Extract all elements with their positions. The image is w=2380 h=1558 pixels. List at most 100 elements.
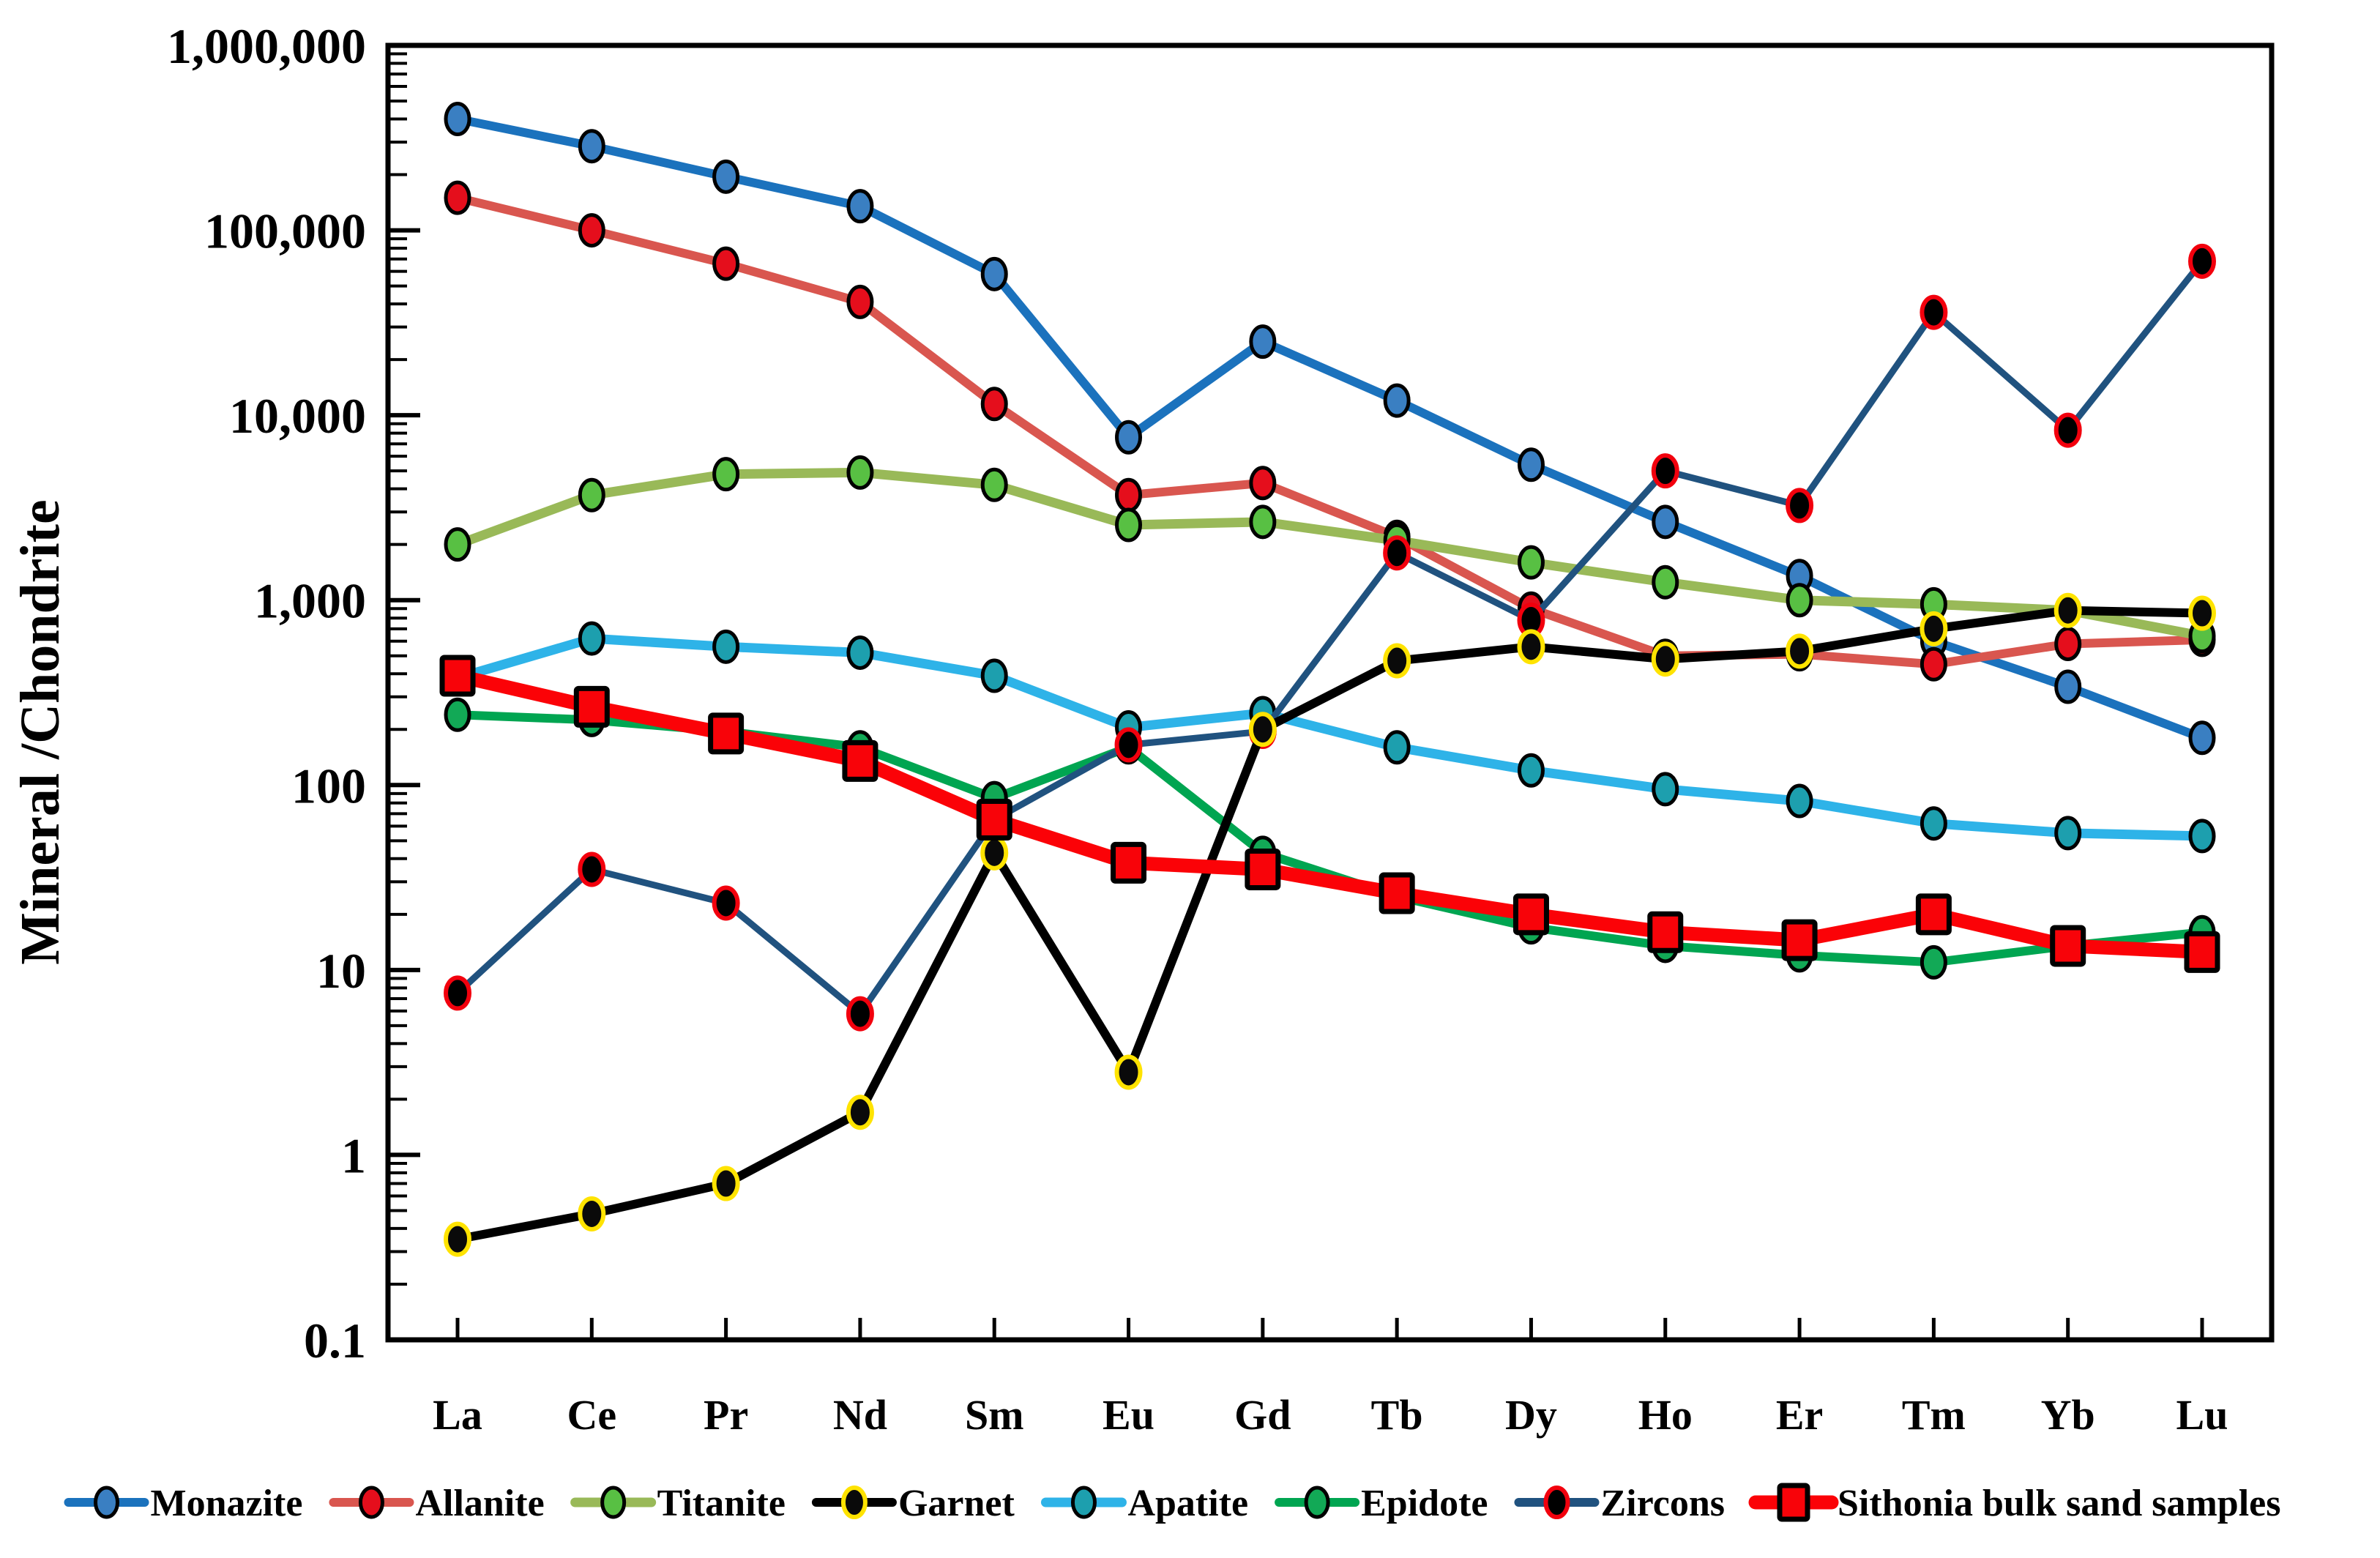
data-point xyxy=(439,655,476,697)
series-monazite xyxy=(444,102,2216,756)
legend-item-zircons: Zircons xyxy=(1514,1483,1725,1524)
y-tick-label: 1 xyxy=(341,1128,366,1183)
data-point xyxy=(980,467,1008,502)
data-point xyxy=(2188,595,2216,631)
data-point xyxy=(1920,611,1948,646)
legend-item-allanite: Allanite xyxy=(329,1483,545,1524)
data-point xyxy=(444,697,471,732)
y-tick-label: 10,000 xyxy=(229,388,366,444)
y-tick-label: 100 xyxy=(291,758,366,813)
series-garnet xyxy=(444,592,2216,1257)
data-point xyxy=(980,256,1008,291)
y-axis-labels: 0.1 1 10 100 1,000 10,000 100,000 1,000,000 xyxy=(167,18,366,1368)
data-point xyxy=(846,1095,874,1130)
x-tick-label: La xyxy=(433,1391,482,1439)
data-point xyxy=(712,159,740,194)
data-point xyxy=(1114,1054,1143,1090)
y-axis-title: Mineral /Chondrite xyxy=(10,499,71,964)
legend-marker xyxy=(1304,1486,1330,1519)
data-point xyxy=(846,284,874,319)
data-point xyxy=(1920,646,1947,682)
data-point xyxy=(712,629,740,664)
plot-frame xyxy=(385,42,2275,1343)
x-axis-ticks xyxy=(455,1318,2204,1340)
data-point xyxy=(1920,294,1948,330)
data-point xyxy=(2184,931,2220,973)
data-point xyxy=(712,885,740,921)
data-point xyxy=(1249,324,1277,359)
data-point xyxy=(1920,944,1947,980)
data-point xyxy=(842,739,878,782)
data-point xyxy=(980,835,1009,871)
y-axis-ticks xyxy=(388,43,420,1342)
legend-item-apatite: Apatite xyxy=(1040,1483,1248,1524)
data-point xyxy=(578,1196,606,1231)
legend-label: Monazite xyxy=(151,1483,303,1524)
data-point xyxy=(846,996,874,1032)
x-tick-label: Eu xyxy=(1103,1391,1154,1439)
data-point xyxy=(1786,583,1813,618)
data-point xyxy=(2050,925,2086,967)
data-point xyxy=(1383,643,1411,679)
data-point xyxy=(444,975,471,1011)
data-point xyxy=(712,457,740,492)
x-tick-label: Sm xyxy=(965,1391,1024,1439)
data-point xyxy=(1647,911,1684,953)
data-point xyxy=(1652,504,1679,540)
y-tick-label: 10 xyxy=(316,943,366,999)
data-point xyxy=(444,102,471,137)
data-point xyxy=(1920,806,1947,841)
x-tick-label: Ho xyxy=(1638,1391,1693,1439)
x-tick-label: Er xyxy=(1776,1391,1823,1439)
x-tick-label: Tm xyxy=(1902,1391,1966,1439)
data-point xyxy=(2053,592,2082,628)
legend-label: Epidote xyxy=(1361,1483,1488,1524)
x-tick-label: Lu xyxy=(2176,1391,2228,1439)
data-point xyxy=(712,246,740,281)
data-point xyxy=(1248,712,1277,748)
data-point xyxy=(1786,783,1813,819)
data-point xyxy=(1115,420,1143,455)
data-point xyxy=(2054,669,2082,704)
x-tick-label: Yb xyxy=(2041,1391,2095,1439)
data-point xyxy=(2053,412,2082,448)
data-point xyxy=(846,189,874,224)
data-point xyxy=(1115,507,1143,543)
data-point xyxy=(1114,727,1143,763)
legend-item-garnet: Garnet xyxy=(811,1483,1015,1524)
data-point xyxy=(578,621,605,656)
data-point xyxy=(1383,730,1411,765)
data-point xyxy=(573,685,610,728)
data-point xyxy=(578,477,605,512)
data-point xyxy=(1517,545,1545,580)
legend-label: Allanite xyxy=(415,1483,544,1524)
data-point xyxy=(1651,641,1679,677)
legend-marker xyxy=(358,1486,384,1519)
data-point xyxy=(1249,504,1277,540)
data-point xyxy=(578,851,606,887)
legend-item-sithonia-bulk-sand-samples: Sithonia bulk sand samples xyxy=(1748,1483,2280,1524)
data-point xyxy=(444,180,471,215)
y-tick-label: 0.1 xyxy=(304,1313,366,1368)
data-point xyxy=(2054,816,2082,851)
legend-label: Apatite xyxy=(1127,1483,1248,1524)
data-point xyxy=(1651,453,1679,489)
legend-marker xyxy=(1543,1486,1570,1519)
x-axis-labels: La Ce Pr Nd Sm Eu Gd Tb Dy Ho Er Tm Yb Lu xyxy=(433,1391,2228,1439)
data-point xyxy=(846,455,874,490)
x-tick-label: Pr xyxy=(704,1391,748,1439)
data-point xyxy=(2054,626,2082,661)
legend-item-titanite: Titanite xyxy=(570,1483,786,1524)
x-tick-label: Gd xyxy=(1234,1391,1291,1439)
legend-item-epidote: Epidote xyxy=(1275,1483,1488,1524)
data-point xyxy=(444,1221,471,1257)
data-point xyxy=(1249,466,1277,501)
x-tick-label: Tb xyxy=(1371,1391,1423,1439)
data-point xyxy=(1111,841,1147,884)
legend-label: Zircons xyxy=(1600,1483,1725,1524)
data-point xyxy=(1517,447,1545,482)
data-point xyxy=(578,213,605,248)
data-point xyxy=(976,799,1012,841)
